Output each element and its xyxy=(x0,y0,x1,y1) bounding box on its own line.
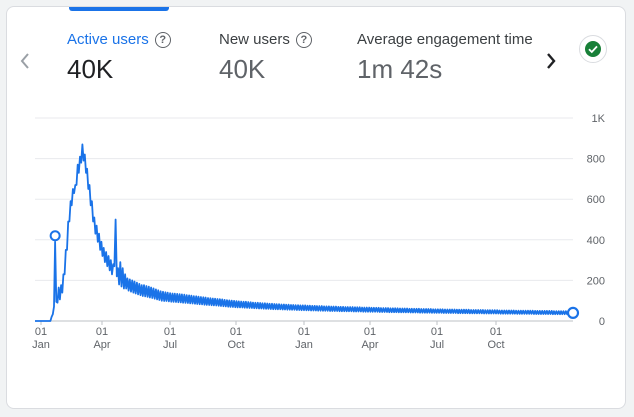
x-tick-month: Oct xyxy=(227,339,244,351)
x-tick-month: Jul xyxy=(430,339,444,351)
metric-new-users[interactable]: New users ? 40K xyxy=(219,31,312,85)
y-tick-label: 600 xyxy=(587,194,605,206)
help-circle-icon[interactable]: ? xyxy=(154,31,171,48)
x-tick-month: Jan xyxy=(32,339,50,351)
x-tick-month: Apr xyxy=(93,339,110,351)
y-tick-label: 200 xyxy=(587,275,605,287)
active-tab-indicator xyxy=(69,7,169,11)
active-users-line xyxy=(35,143,574,322)
y-tick-label: 0 xyxy=(599,316,605,328)
metric-value: 1m 42s xyxy=(357,54,443,84)
metrics-card: Active users ? 40K New users ? 40K Avera… xyxy=(6,6,626,409)
status-badge[interactable] xyxy=(579,35,607,63)
x-tick-day: 01 xyxy=(431,326,443,338)
x-tick-month: Jul xyxy=(163,339,177,351)
x-tick-month: Jan xyxy=(295,339,313,351)
x-tick-day: 01 xyxy=(490,326,502,338)
x-tick-month: Apr xyxy=(361,339,378,351)
x-tick-day: 01 xyxy=(96,326,108,338)
metric-value: 40K xyxy=(219,54,266,84)
chevron-right-icon xyxy=(547,53,556,69)
chevron-left-icon xyxy=(20,53,29,69)
x-tick-day: 01 xyxy=(298,326,310,338)
x-tick-day: 01 xyxy=(35,326,47,338)
y-tick-label: 800 xyxy=(587,154,605,166)
help-circle-icon[interactable]: ? xyxy=(295,31,312,48)
metric-label: Average engagement time p xyxy=(357,31,537,48)
x-tick-day: 01 xyxy=(164,326,176,338)
metric-active-users[interactable]: Active users ? 40K xyxy=(67,31,171,85)
metric-label: New users xyxy=(219,31,290,48)
previous-metrics-button[interactable] xyxy=(13,47,37,75)
data-point-marker[interactable] xyxy=(49,230,61,242)
x-tick-day: 01 xyxy=(230,326,242,338)
x-tick-month: Oct xyxy=(487,339,504,351)
metric-average-engagement-time[interactable]: Average engagement time p 1m 42s xyxy=(357,31,537,85)
check-circle-icon xyxy=(585,41,601,57)
y-tick-label: 1K xyxy=(592,113,606,125)
next-metrics-button[interactable] xyxy=(539,47,563,75)
metric-value: 40K xyxy=(67,54,114,84)
y-tick-label: 400 xyxy=(587,235,605,247)
metric-label: Active users xyxy=(67,31,149,48)
data-point-marker[interactable] xyxy=(566,306,580,319)
x-tick-day: 01 xyxy=(364,326,376,338)
